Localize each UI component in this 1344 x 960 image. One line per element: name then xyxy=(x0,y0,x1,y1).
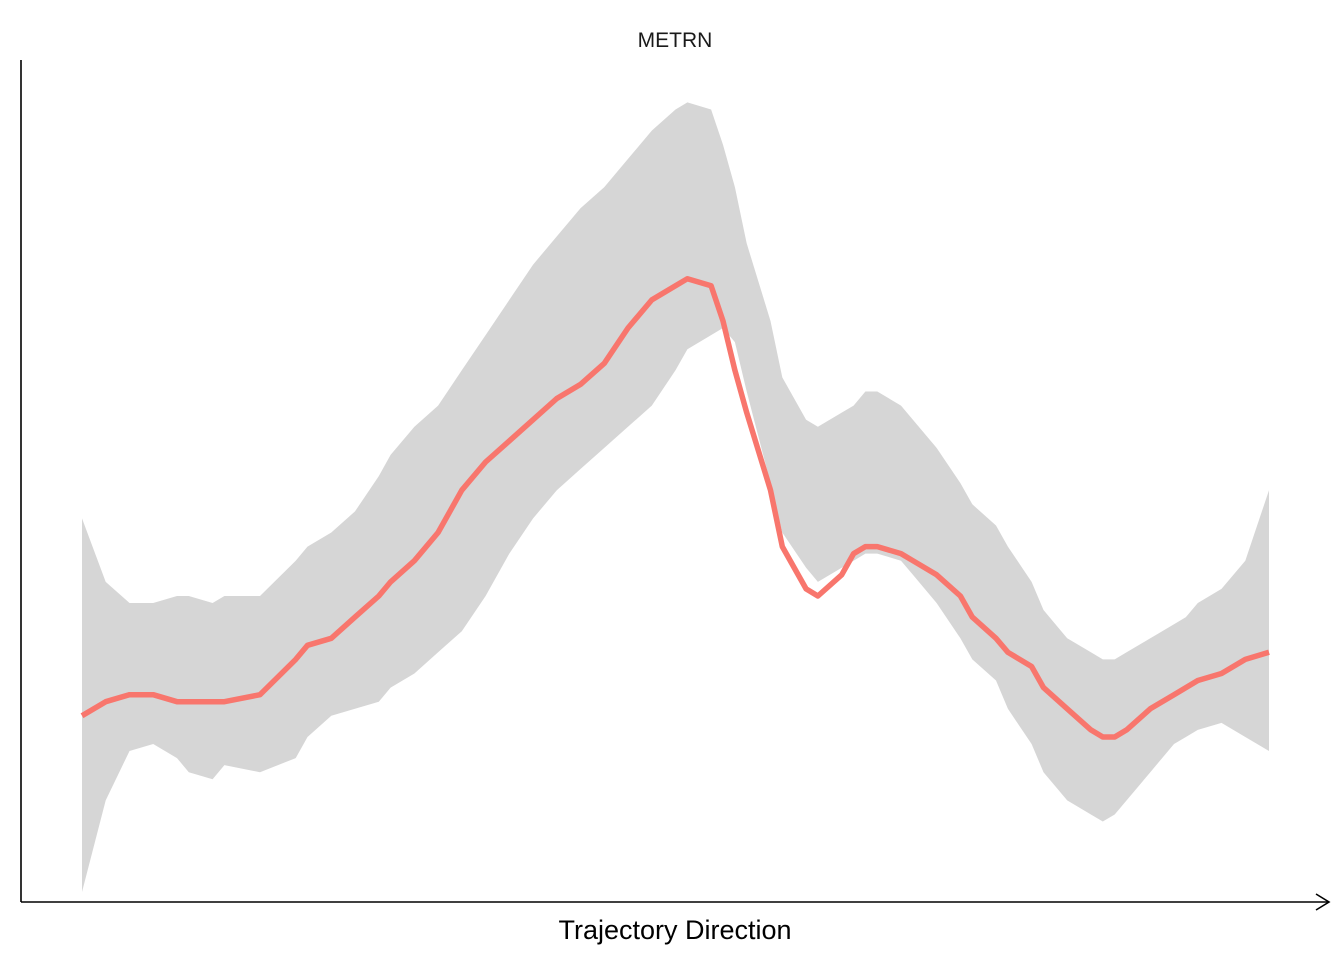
series-line-0 xyxy=(80,275,1270,740)
confidence-band-0 xyxy=(82,102,1269,892)
series-layer xyxy=(80,102,1270,892)
chart-title: METRN xyxy=(638,29,713,52)
x-axis-arrowhead xyxy=(1315,893,1331,911)
x-axis-label: Trajectory Direction xyxy=(558,915,791,945)
